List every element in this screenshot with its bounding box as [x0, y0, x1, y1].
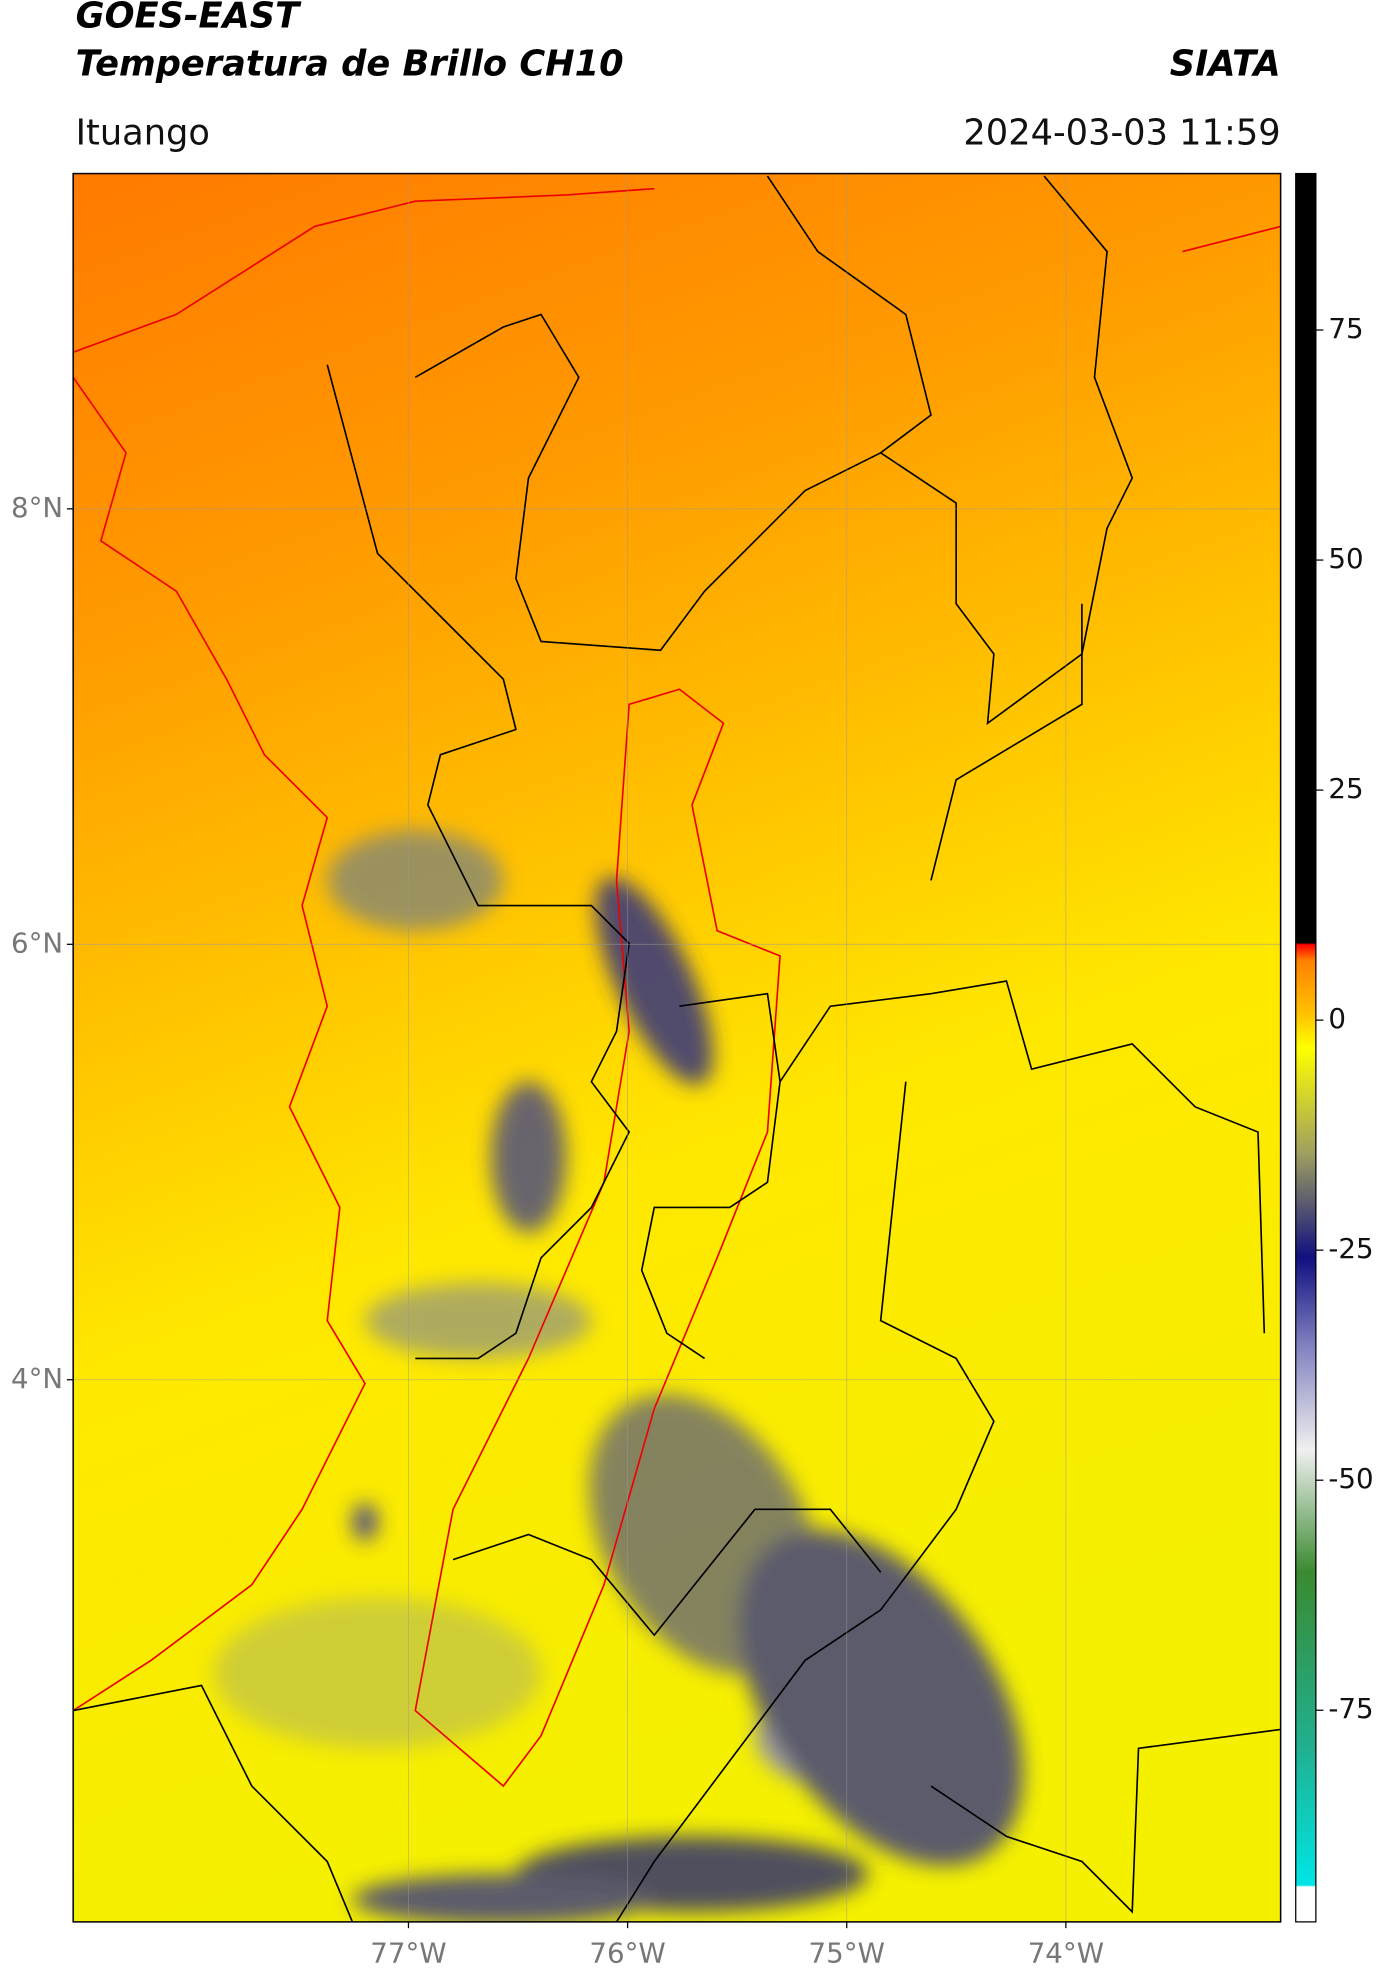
lat-tick-label: 8°N	[11, 491, 63, 524]
lon-tick-label: 74°W	[1028, 1937, 1104, 1970]
lon-tick-label: 77°W	[370, 1937, 446, 1970]
colorbar-tick-label: 50	[1328, 542, 1363, 575]
colorbar-tick-label: 75	[1328, 312, 1363, 345]
map-frame	[72, 172, 1282, 1923]
lat-tick-label: 6°N	[11, 926, 63, 959]
timestamp: 2024-03-03 11:59	[963, 113, 1280, 154]
location: Ituango	[76, 113, 210, 154]
colorbar-tick-label: 25	[1328, 772, 1363, 805]
colorbar-tick-label: -75	[1328, 1692, 1373, 1725]
lon-tick-label: 75°W	[809, 1937, 885, 1970]
colorbar	[1295, 172, 1317, 1923]
lat-tick-label: 4°N	[11, 1362, 63, 1395]
agency: SIATA	[1170, 43, 1281, 84]
colorbar-tick-label: -50	[1328, 1462, 1373, 1495]
lon-tick-label: 76°W	[589, 1937, 665, 1970]
source: GOES-EAST	[76, 0, 302, 37]
colorbar-tick-label: 0	[1328, 1002, 1346, 1035]
product: Temperatura de Brillo CH10	[76, 43, 624, 84]
map-image	[73, 173, 1281, 1922]
colorbar-tick-label: -25	[1328, 1232, 1373, 1265]
